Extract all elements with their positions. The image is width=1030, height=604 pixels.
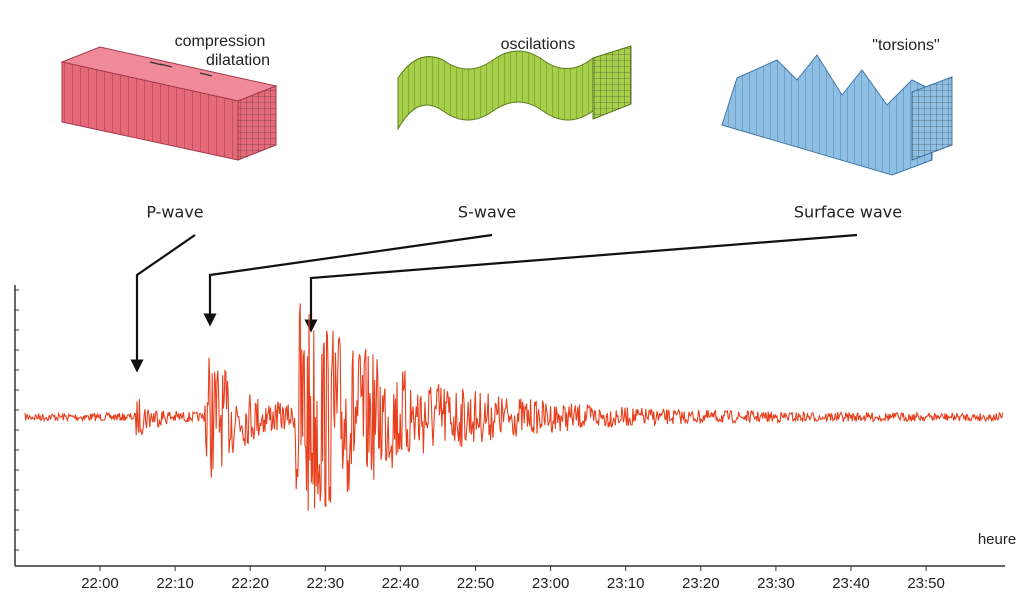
wave-label: Surface wave — [794, 203, 902, 222]
tick-label: 23:00 — [532, 575, 570, 592]
tick-label: 23:20 — [682, 575, 720, 592]
arrow — [130, 234, 196, 373]
tick-label: 22:10 — [156, 575, 194, 592]
seismogram-trace — [24, 303, 1004, 511]
tick-label: 22:20 — [231, 575, 269, 592]
illustration-label: dilatation — [206, 52, 270, 69]
illustration-label: compression — [175, 33, 266, 50]
tick-label: 23:10 — [607, 575, 645, 592]
wave-label: S-wave — [458, 203, 516, 222]
waveform — [24, 303, 1004, 511]
tick-label: 23:50 — [907, 575, 945, 592]
illustration-label: "torsions" — [872, 37, 939, 54]
wave-label: P-wave — [146, 203, 203, 222]
tick-label: 22:40 — [382, 575, 420, 592]
illustration-label: oscilations — [501, 36, 576, 53]
surface-wave-block — [721, 54, 953, 176]
tick-label: 23:30 — [757, 575, 795, 592]
s-wave-block — [397, 45, 632, 131]
time-ticks: 22:00 22:10 22:20 22:30 22:40 22:50 23:00 23:10… — [15, 289, 945, 592]
arrow — [203, 233, 493, 327]
p-wave-block — [60, 46, 278, 161]
tick-label: 22:00 — [81, 575, 119, 592]
axis-label: heure — [978, 531, 1016, 548]
tick-label: 22:30 — [307, 575, 345, 592]
tick-label: 22:50 — [457, 575, 495, 592]
arrow — [304, 233, 858, 333]
tick-label: 23:40 — [832, 575, 870, 592]
